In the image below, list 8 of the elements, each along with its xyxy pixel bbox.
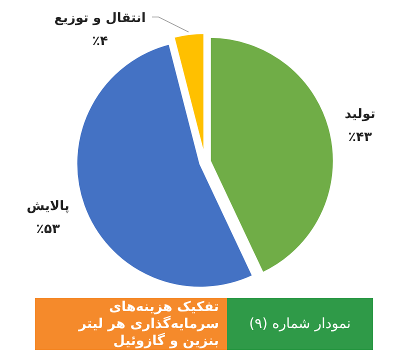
data-label: ٪۴ bbox=[92, 34, 108, 49]
text: نمودار شماره (۹) bbox=[227, 298, 373, 350]
data-label: ٪۵۳ bbox=[36, 222, 60, 237]
slice-label: تولید bbox=[344, 107, 376, 122]
slice-label: انتقال و توزیع bbox=[54, 11, 146, 26]
text: تفکیک هزینه‌های سرمایه‌گذاری هر لیتر بنزین و گازوئیل bbox=[35, 298, 227, 350]
slice-label: پالایش bbox=[26, 199, 70, 214]
data-label: ٪۴۳ bbox=[348, 130, 372, 145]
